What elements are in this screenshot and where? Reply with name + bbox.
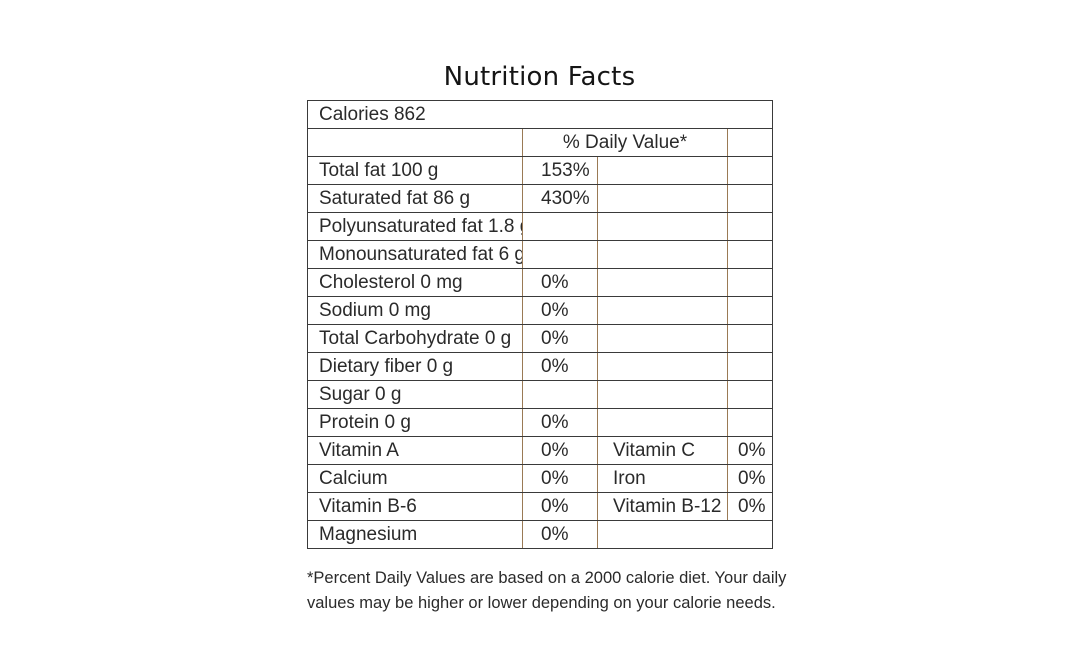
nutrient-daily-value: 430%: [522, 184, 598, 213]
nutrient-daily-value: 0%: [522, 296, 598, 325]
table-row: Dietary fiber 0 g 0%: [307, 352, 774, 381]
empty-cell: [726, 184, 774, 213]
vitamin-daily-value: 0%: [522, 464, 598, 493]
nutrition-facts-table: Calories 862 % Daily Value* Total fat 10…: [306, 100, 774, 549]
vitamin-daily-value-secondary: 0%: [726, 464, 774, 493]
empty-cell: [726, 212, 774, 241]
nutrient-name: Cholesterol 0 mg: [307, 268, 523, 297]
vitamin-daily-value: 0%: [522, 492, 598, 521]
vitamin-name: Vitamin B-6: [307, 492, 523, 521]
nutrient-daily-value: 0%: [522, 352, 598, 381]
empty-cell: [597, 324, 728, 353]
empty-cell: [307, 128, 523, 157]
empty-cell: [597, 408, 728, 437]
table-row: Saturated fat 86 g 430%: [307, 184, 774, 213]
empty-cell: [597, 156, 728, 185]
empty-cell: [726, 408, 774, 437]
vitamin-name-secondary: Iron: [597, 464, 728, 493]
table-row: Monounsaturated fat 6 g: [307, 240, 774, 269]
table-row: Protein 0 g 0%: [307, 408, 774, 437]
table-row: Total Carbohydrate 0 g 0%: [307, 324, 774, 353]
table-row: Cholesterol 0 mg 0%: [307, 268, 774, 297]
empty-cell: [597, 240, 728, 269]
empty-cell: [597, 296, 728, 325]
vitamin-name: Calcium: [307, 464, 523, 493]
vitamin-name: Vitamin A: [307, 436, 523, 465]
empty-cell: [726, 240, 774, 269]
vitamin-daily-value-secondary: 0%: [726, 492, 774, 521]
vitamin-daily-value-secondary: 0%: [726, 436, 774, 465]
calories-row: Calories 862: [306, 100, 774, 129]
empty-cell: [597, 212, 728, 241]
daily-value-header-row: % Daily Value*: [307, 128, 774, 157]
empty-cell: [726, 296, 774, 325]
nutrient-name: Sugar 0 g: [307, 380, 523, 409]
nutrient-daily-value: [522, 212, 598, 241]
nutrient-name: Monounsaturated fat 6 g: [307, 240, 523, 269]
vitamin-daily-value: 0%: [522, 520, 598, 549]
nutrient-name: Total fat 100 g: [307, 156, 523, 185]
nutrient-daily-value: 0%: [522, 268, 598, 297]
footnote-line: values may be higher or lower depending …: [307, 594, 776, 612]
nutrient-name: Sodium 0 mg: [307, 296, 523, 325]
table-row: Calcium 0% Iron 0%: [307, 464, 774, 493]
table-row: Sugar 0 g: [307, 380, 774, 409]
empty-cell: [597, 352, 728, 381]
nutrient-daily-value: [522, 240, 598, 269]
footnote-line: *Percent Daily Values are based on a 200…: [307, 569, 787, 587]
nutrient-name: Dietary fiber 0 g: [307, 352, 523, 381]
empty-cell: [597, 380, 728, 409]
nutrient-daily-value: 153%: [522, 156, 598, 185]
table-row: Vitamin B-6 0% Vitamin B-12 0%: [307, 492, 774, 521]
empty-cell: [726, 352, 774, 381]
nutrient-daily-value: [522, 380, 598, 409]
vitamin-name-secondary: Vitamin B-12: [597, 492, 728, 521]
calories-label: Calories 862: [306, 100, 774, 129]
vitamin-name: Magnesium: [307, 520, 523, 549]
nutrient-daily-value: 0%: [522, 408, 598, 437]
empty-cell: [596, 520, 774, 549]
table-row: Vitamin A 0% Vitamin C 0%: [307, 436, 774, 465]
table-row: Polyunsaturated fat 1.8 g: [307, 212, 774, 241]
footnote: *Percent Daily Values are based on a 200…: [307, 566, 787, 616]
table-row: Sodium 0 mg 0%: [307, 296, 774, 325]
empty-cell: [597, 268, 728, 297]
nutrient-daily-value: 0%: [522, 324, 598, 353]
empty-cell: [726, 156, 774, 185]
table-row: Total fat 100 g 153%: [307, 156, 774, 185]
nutrient-name: Protein 0 g: [307, 408, 523, 437]
empty-cell: [726, 380, 774, 409]
nutrient-name: Saturated fat 86 g: [307, 184, 523, 213]
nutrient-name: Total Carbohydrate 0 g: [307, 324, 523, 353]
daily-value-header: % Daily Value*: [522, 128, 728, 157]
empty-cell: [726, 128, 774, 157]
vitamin-name-secondary: Vitamin C: [597, 436, 728, 465]
page-title: Nutrition Facts: [443, 62, 636, 92]
empty-cell: [726, 268, 774, 297]
empty-cell: [597, 184, 728, 213]
nutrient-name: Polyunsaturated fat 1.8 g: [307, 212, 523, 241]
vitamin-daily-value: 0%: [522, 436, 598, 465]
empty-cell: [726, 324, 774, 353]
table-row: Magnesium 0%: [307, 520, 774, 549]
